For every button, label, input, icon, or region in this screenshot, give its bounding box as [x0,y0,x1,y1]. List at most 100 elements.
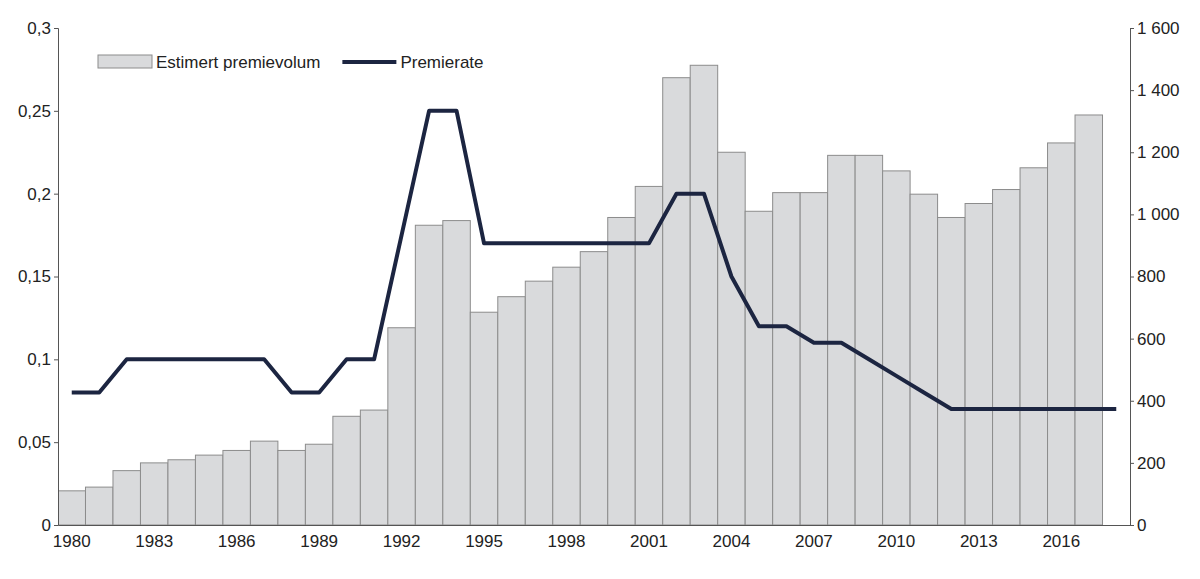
tick-label: 2016 [1042,532,1080,551]
bar [745,211,772,525]
tick-label: 0,25 [18,102,51,121]
bar [553,267,580,525]
tick: 1 400 [1130,81,1180,100]
tick: 1980 [53,525,91,551]
axis-line [1131,29,1135,526]
tick-label: 1 200 [1137,143,1180,162]
tick-label: 600 [1137,330,1165,349]
tick: 2013 [960,525,998,551]
tick-label: 1998 [548,532,586,551]
bar [690,65,717,525]
tick: 0,15 [18,267,58,286]
tick-mark [1130,214,1134,215]
tick: 0,2 [27,185,58,204]
x-axis: 1980198319861989199219951998200120042007… [53,525,1131,551]
tick-label: 1 000 [1137,205,1180,224]
bar [278,450,305,525]
bar [855,155,882,525]
tick-mark [54,442,58,443]
tick: 1 200 [1130,143,1180,162]
bar [663,78,690,525]
tick-label: 2001 [630,532,668,551]
tick-mark [1130,90,1134,91]
bar [333,416,360,525]
legend-swatch [98,55,152,68]
tick-label: 0 [42,516,51,535]
bar [938,217,965,525]
bar [415,225,442,525]
tick-label: 1986 [218,532,256,551]
tick: 200 [1130,454,1165,473]
tick-label: 1 400 [1137,81,1180,100]
tick-mark [54,359,58,360]
axis-line [54,29,59,526]
tick: 400 [1130,392,1165,411]
bar [498,297,525,525]
tick-label: 2010 [877,532,915,551]
tick: 1 000 [1130,205,1180,224]
tick: 2001 [630,525,668,551]
tick-label: 2013 [960,532,998,551]
bar [580,252,607,525]
tick: 1986 [218,525,256,551]
bar [828,155,855,525]
tick: 1 600 [1130,19,1180,38]
tick: 2016 [1042,525,1080,551]
tick-label: 2004 [713,532,751,551]
tick-mark [1130,152,1134,153]
legend-label: Estimert premievolum [156,53,320,72]
tick-mark [54,525,58,526]
tick: 0,05 [18,433,58,452]
bar [883,171,910,525]
tick: 1989 [300,525,338,551]
tick-mark [1130,339,1134,340]
bar [965,204,992,525]
bar [195,455,222,525]
legend-label: Premierate [400,53,483,72]
tick: 1992 [383,525,421,551]
tick: 2007 [795,525,833,551]
legend: Estimert premievolum Premierate [98,53,484,72]
line [72,111,1117,409]
bar [993,190,1020,525]
tick: 1983 [135,525,173,551]
bar [910,194,937,525]
bar [113,471,140,525]
tick-label: 0,05 [18,433,51,452]
y-axis: 0 0,05 0,1 0,15 0,2 0,25 0,3 [18,19,59,535]
tick-mark [1130,401,1134,402]
tick-label: 0,3 [27,19,51,38]
bar [1048,143,1075,525]
legend-swatch [342,60,396,64]
tick-label: 0 [1137,516,1146,535]
bar [58,491,85,525]
tick-label: 1983 [135,532,173,551]
bar [140,463,167,525]
tick: 0,3 [27,19,58,38]
tick-label: 0,2 [27,185,51,204]
bar [1020,168,1047,525]
axis-line [59,525,1131,526]
tick-label: 800 [1137,267,1165,286]
tick: 600 [1130,330,1165,349]
tick-label: 1 600 [1137,19,1180,38]
tick-label: 200 [1137,454,1165,473]
bar [1075,115,1102,525]
tick-mark [1130,277,1134,278]
tick: 0,1 [27,350,58,369]
tick: 0 [1130,516,1146,535]
tick: 1998 [548,525,586,551]
tick-mark [1130,525,1134,526]
legend-item: Premierate [342,53,483,72]
bar [360,410,387,525]
bar [250,441,277,525]
bar [608,217,635,525]
bar [223,450,250,525]
tick: 2010 [877,525,915,551]
bar [85,487,112,525]
tick-label: 2007 [795,532,833,551]
tick-label: 0,1 [27,350,51,369]
chart: 0 0,05 0,1 0,15 0,2 0,25 0,3 0 200 400 600 800 1 000… [0,0,1200,579]
bar [305,444,332,525]
tick-label: 400 [1137,392,1165,411]
